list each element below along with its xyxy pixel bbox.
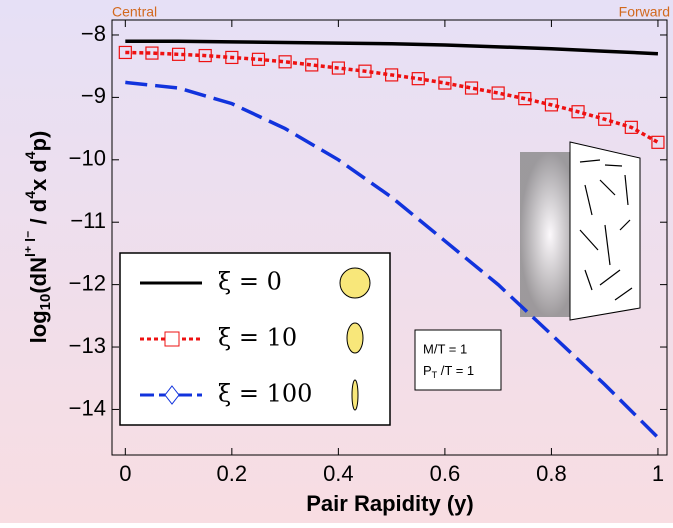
marker [145, 46, 159, 60]
annotation: PT /T = 1 [423, 363, 474, 380]
annotation-box: M/T = 1 PT /T = 1 [414, 329, 502, 391]
marker [438, 76, 452, 90]
marker [358, 64, 372, 78]
annotation: /T = 1 [437, 363, 474, 378]
marker [571, 105, 585, 119]
x-tick-label: 0.8 [536, 461, 567, 486]
marker [331, 61, 345, 75]
y-tick-label: −9 [81, 83, 106, 108]
marker [198, 48, 212, 63]
y-axis-title-part: l⁺ l⁻ [22, 231, 38, 257]
legend-marker [164, 385, 180, 405]
series-line [125, 80, 660, 439]
legend-marker [164, 331, 180, 347]
marker [411, 72, 425, 86]
y-tick-label: −13 [69, 333, 106, 358]
y-axis-title-part: p) [26, 131, 51, 152]
marker [225, 50, 239, 65]
marker [385, 68, 399, 82]
y-tick-label: −8 [81, 21, 106, 46]
legend-label: ξ = 0 [218, 268, 282, 296]
marker [278, 55, 292, 69]
y-tick-label: −11 [70, 208, 106, 233]
y-axis-title-part: 4 [22, 191, 38, 199]
annotation: M/T = 1 [423, 341, 467, 356]
y-axis-title: log10(dNl⁺ l⁻ / d4x d4p) [22, 131, 54, 344]
marker [491, 86, 505, 100]
marker [651, 135, 665, 149]
y-axis-title-part: x d [26, 159, 51, 191]
x-tick-label: 1 [652, 461, 664, 486]
y-tick-label: −12 [69, 270, 106, 295]
y-axis-title-part: / d [26, 199, 51, 231]
x-tick-label: 0.6 [430, 461, 461, 486]
y-axis-title-part: 10 [37, 294, 54, 311]
marker [251, 52, 266, 66]
x-tick-label: 0 [119, 461, 131, 486]
series-line [125, 50, 659, 144]
marker [464, 81, 479, 95]
marker [544, 98, 559, 112]
legend-label: ξ = 10 [218, 324, 297, 352]
marker [624, 120, 638, 134]
y-axis-title-part: log [26, 310, 51, 343]
x-tick-label: 0.2 [217, 461, 248, 486]
marker [598, 112, 612, 126]
inset-figure [520, 141, 641, 321]
y-tick-label: −10 [69, 146, 106, 171]
forward-label: Forward [619, 4, 670, 20]
central-label: Central [112, 4, 157, 20]
x-tick-label: 0.4 [323, 461, 354, 486]
y-tick-label: −14 [69, 395, 106, 420]
annotation: T [432, 370, 438, 380]
y-axis-title-part: 4 [22, 151, 38, 159]
marker [518, 92, 532, 106]
legend: ξ = 0 ξ = 10 ξ = 100 [119, 252, 391, 426]
marker [305, 58, 319, 72]
plot-frame [111, 19, 668, 456]
marker [118, 45, 132, 60]
x-axis-title: Pair Rapidity (y) [306, 491, 473, 516]
legend-label: ξ = 100 [218, 380, 312, 408]
marker [171, 47, 186, 61]
series-line [125, 39, 659, 56]
y-axis-title-part: (dN [26, 257, 51, 294]
annotation: P [423, 363, 432, 378]
